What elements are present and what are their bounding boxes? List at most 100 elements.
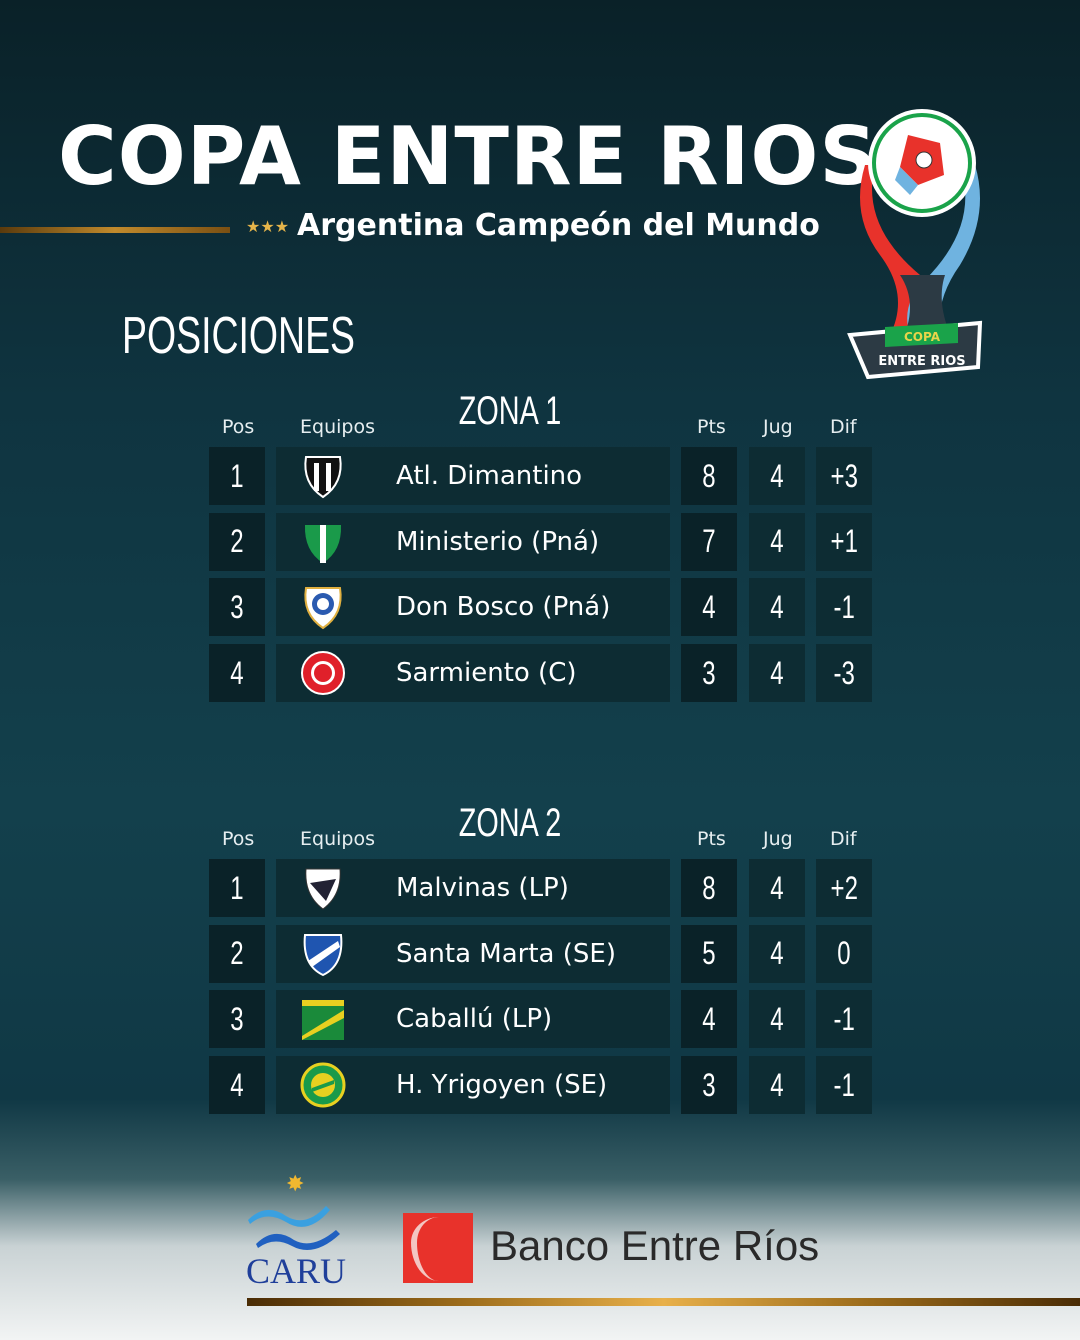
dif-cell: -1 (816, 578, 872, 637)
pos-cell: 2 (209, 924, 265, 983)
header-team: Equipos (300, 416, 375, 438)
jug-value: 4 (770, 588, 784, 625)
pts-cell: 7 (681, 512, 737, 571)
green-yellow-crest-icon (302, 1000, 344, 1041)
pos-cell: 4 (209, 644, 265, 703)
caru-text: CARU (246, 1251, 347, 1291)
jug-cell: 4 (749, 644, 805, 703)
pts-value: 8 (702, 457, 716, 494)
subtitle-text: Argentina Campeón del Mundo (297, 208, 820, 243)
blue-sash-crest-icon (303, 933, 343, 976)
pos-value: 2 (230, 935, 244, 972)
dif-value: +3 (830, 457, 858, 494)
pts-value: 3 (702, 654, 716, 691)
caru-logo: ✸ CARU (246, 1172, 350, 1291)
team-name: Don Bosco (Pná) (396, 592, 611, 623)
team-name: H. Yrigoyen (SE) (396, 1070, 608, 1101)
jug-value: 4 (770, 654, 784, 691)
copa-trophy-logo: COPA ENTRE RIOS (847, 109, 983, 380)
jug-value: 4 (770, 523, 784, 560)
pos-cell: 2 (209, 512, 265, 571)
pos-cell: 4 (209, 1056, 265, 1115)
striped-shield-crest-icon (304, 456, 342, 499)
pts-cell: 3 (681, 1056, 737, 1115)
banco-entre-rios-text: Banco Entre Ríos (490, 1222, 820, 1269)
pts-cell: 8 (681, 859, 737, 917)
pos-value: 3 (230, 588, 244, 625)
stars-icon: ★★★ (246, 217, 290, 236)
pos-value: 4 (230, 654, 244, 691)
jug-cell: 4 (749, 990, 805, 1049)
jug-cell: 4 (749, 512, 805, 571)
pos-value: 4 (230, 1066, 244, 1103)
subtitle: ★★★ Argentina Campeón del Mundo (246, 208, 820, 243)
pts-cell: 5 (681, 924, 737, 983)
dif-value: -3 (833, 654, 855, 691)
pos-value: 1 (230, 869, 244, 906)
green-round-crest-icon (300, 1062, 346, 1108)
team-name: Ministerio (Pná) (396, 526, 600, 557)
dif-cell: -3 (816, 644, 872, 703)
team-cell: Caballú (LP) (276, 990, 670, 1049)
team-name: Sarmiento (C) (396, 658, 577, 689)
pos-value: 2 (230, 523, 244, 560)
gold-divider (0, 227, 230, 233)
dif-cell: +1 (816, 512, 872, 571)
pos-cell: 1 (209, 859, 265, 917)
team-name: Caballú (LP) (396, 1004, 553, 1035)
team-cell: Don Bosco (Pná) (276, 578, 670, 637)
jug-value: 4 (770, 935, 784, 972)
dif-cell: +3 (816, 447, 872, 505)
sun-icon: ✸ (286, 1172, 305, 1197)
team-name: Malvinas (LP) (396, 873, 569, 903)
pts-value: 5 (702, 935, 716, 972)
dif-cell: +2 (816, 859, 872, 917)
page-title: COPA ENTRE RIOS (58, 110, 879, 203)
team-cell: H. Yrigoyen (SE) (276, 1056, 670, 1115)
header-pos: Pos (222, 828, 255, 850)
pts-value: 4 (702, 588, 716, 625)
dif-cell: 0 (816, 924, 872, 983)
dif-value: +2 (830, 869, 858, 906)
header-pts: Pts (697, 416, 726, 438)
banco-logo-icon (403, 1213, 473, 1283)
pts-value: 3 (702, 1066, 716, 1103)
logo-entre-rios-text: ENTRE RIOS (878, 354, 965, 369)
dif-value: -1 (833, 588, 855, 625)
jug-cell: 4 (749, 924, 805, 983)
dif-cell: -1 (816, 990, 872, 1049)
jug-cell: 4 (749, 1056, 805, 1115)
pts-cell: 8 (681, 447, 737, 505)
section-title: POSICIONES (122, 307, 356, 365)
header-jug: Jug (763, 416, 793, 438)
pos-cell: 3 (209, 990, 265, 1049)
pos-cell: 3 (209, 578, 265, 637)
header-jug: Jug (763, 828, 793, 850)
blue-shield-crest-icon (304, 587, 342, 630)
pts-cell: 4 (681, 990, 737, 1049)
red-round-crest-icon (301, 651, 345, 696)
team-cell: Atl. Dimantino (276, 447, 670, 505)
header-team: Equipos (300, 828, 375, 850)
jug-cell: 4 (749, 578, 805, 637)
jug-value: 4 (770, 1066, 784, 1103)
header-dif: Dif (830, 416, 857, 438)
zone-title: ZONA 2 (458, 801, 562, 845)
jug-value: 4 (770, 457, 784, 494)
zone-title: ZONA 1 (458, 389, 562, 433)
dif-cell: -1 (816, 1056, 872, 1115)
pts-value: 8 (702, 869, 716, 906)
logo-copa-text: COPA (904, 330, 941, 344)
team-name: Santa Marta (SE) (396, 938, 616, 969)
team-cell: Sarmiento (C) (276, 644, 670, 703)
jug-value: 4 (770, 869, 784, 906)
green-shield-crest-icon (304, 524, 342, 563)
pos-value: 3 (230, 1000, 244, 1037)
pts-cell: 3 (681, 644, 737, 703)
pts-value: 7 (702, 523, 716, 560)
waves-icon (248, 1206, 340, 1250)
dif-value: -1 (833, 1066, 855, 1103)
team-cell: Ministerio (Pná) (276, 512, 670, 571)
jug-cell: 4 (749, 447, 805, 505)
team-cell: Malvinas (LP) (276, 859, 670, 917)
